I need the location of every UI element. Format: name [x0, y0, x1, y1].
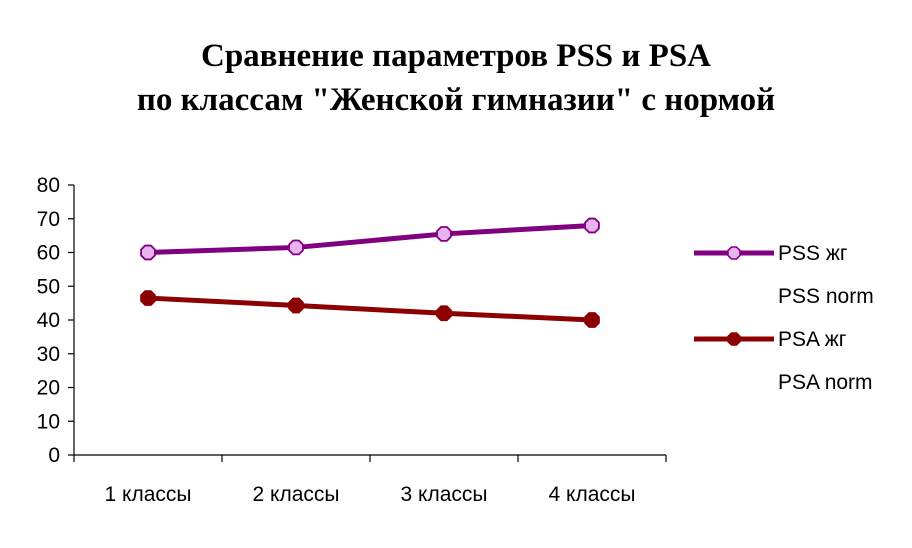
y-tick-label: 40 [37, 309, 60, 332]
y-tick-label: 30 [37, 343, 60, 366]
chart-series [140, 217, 600, 328]
y-tick-label: 70 [37, 208, 60, 231]
chart-title-line-2: по классам "Женской гимназии" с нормой [137, 82, 775, 118]
x-tick-label: 2 классы [253, 483, 340, 506]
data-point-marker [288, 239, 304, 256]
data-point-marker [584, 312, 600, 328]
chart-axes: 0 10 20 30 40 50 60 70 80 1 классы 2 классы 3 класс… [37, 174, 667, 506]
data-point-marker [140, 290, 156, 306]
y-tick-label: 20 [37, 377, 60, 400]
x-tick-label: 1 классы [105, 483, 192, 506]
y-tick-label: 60 [37, 242, 60, 265]
y-tick-label: 80 [37, 174, 60, 197]
x-tick-label: 3 классы [401, 483, 488, 506]
legend-label: PSS жг [778, 242, 848, 265]
legend-marker-swatch [727, 332, 741, 346]
legend-label: PSS norm [778, 285, 874, 308]
x-tick-label: 4 классы [549, 483, 636, 506]
y-tick-label: 50 [37, 275, 60, 298]
data-point-marker [584, 217, 600, 234]
y-tick-label: 0 [48, 444, 60, 467]
chart-title-line-1: Сравнение параметров PSS и PSA [201, 38, 711, 74]
chart-legend: PSS жг PSS norm PSA жг PSA norm [694, 242, 874, 394]
data-point-marker [288, 297, 304, 314]
data-point-marker [436, 305, 452, 322]
legend-marker-swatch [727, 246, 741, 260]
data-point-marker [140, 244, 156, 261]
y-tick-label: 10 [37, 410, 60, 433]
series-line [147, 295, 593, 323]
legend-label: PSA norm [778, 371, 873, 394]
legend-label: PSA жг [778, 328, 847, 351]
series-line [147, 223, 593, 255]
data-point-marker [436, 226, 452, 242]
